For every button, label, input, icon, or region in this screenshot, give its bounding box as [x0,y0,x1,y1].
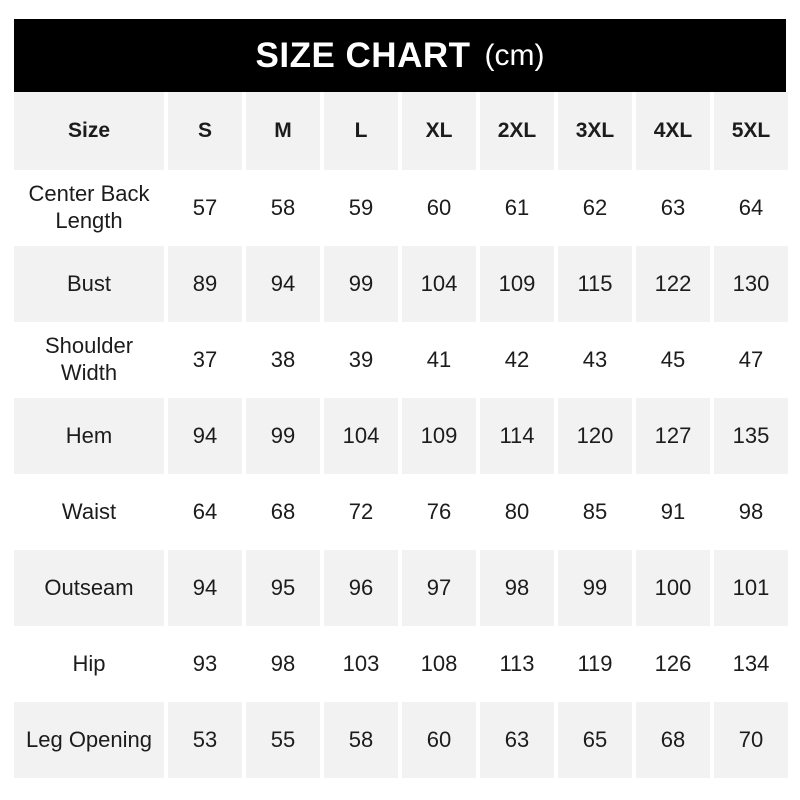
cell-value: 134 [714,626,788,702]
table-row: Bust 89 94 99 104 109 115 122 130 [14,246,788,322]
cell-value: 37 [168,322,242,398]
cell-value: 95 [246,550,320,626]
cell-value: 113 [480,626,554,702]
cell-value: 115 [558,246,632,322]
cell-value: 89 [168,246,242,322]
cell-value: 58 [324,702,398,778]
header-cell-m: M [246,92,320,170]
size-chart-title: SIZE CHART [255,36,471,75]
cell-value: 63 [480,702,554,778]
table-header-row: Size S M L XL 2XL 3XL 4XL 5XL [14,92,788,170]
cell-value: 47 [714,322,788,398]
cell-value: 85 [558,474,632,550]
cell-value: 101 [714,550,788,626]
table-row: Outseam 94 95 96 97 98 99 100 101 [14,550,788,626]
size-chart-unit-label: (cm) [484,38,545,72]
cell-value: 58 [246,170,320,246]
cell-value: 135 [714,398,788,474]
cell-value: 62 [558,170,632,246]
table-row: Leg Opening 53 55 58 60 63 65 68 70 [14,702,788,778]
cell-value: 119 [558,626,632,702]
cell-value: 94 [168,550,242,626]
cell-value: 91 [636,474,710,550]
row-label: Outseam [14,550,164,626]
cell-value: 104 [402,246,476,322]
cell-value: 114 [480,398,554,474]
header-cell-s: S [168,92,242,170]
cell-value: 98 [246,626,320,702]
size-chart-table: Size S M L XL 2XL 3XL 4XL 5XL Center Bac… [10,92,792,778]
cell-value: 109 [480,246,554,322]
cell-value: 60 [402,170,476,246]
header-cell-3xl: 3XL [558,92,632,170]
cell-value: 57 [168,170,242,246]
cell-value: 120 [558,398,632,474]
cell-value: 39 [324,322,398,398]
cell-value: 98 [714,474,788,550]
cell-value: 93 [168,626,242,702]
cell-value: 41 [402,322,476,398]
size-chart-container: SIZE CHART (cm) Size S M L XL 2XL 3XL 4X… [14,19,788,778]
header-cell-size: Size [14,92,164,170]
table-row: Hem 94 99 104 109 114 120 127 135 [14,398,788,474]
cell-value: 42 [480,322,554,398]
cell-value: 59 [324,170,398,246]
cell-value: 61 [480,170,554,246]
cell-value: 64 [168,474,242,550]
cell-value: 80 [480,474,554,550]
cell-value: 98 [480,550,554,626]
size-chart-title-bar: SIZE CHART (cm) [14,19,786,92]
row-label: Waist [14,474,164,550]
cell-value: 122 [636,246,710,322]
cell-value: 99 [246,398,320,474]
cell-value: 68 [246,474,320,550]
cell-value: 104 [324,398,398,474]
cell-value: 65 [558,702,632,778]
cell-value: 100 [636,550,710,626]
cell-value: 126 [636,626,710,702]
cell-value: 76 [402,474,476,550]
cell-value: 38 [246,322,320,398]
cell-value: 68 [636,702,710,778]
cell-value: 99 [324,246,398,322]
cell-value: 103 [324,626,398,702]
cell-value: 97 [402,550,476,626]
row-label: Center Back Length [14,170,164,246]
row-label: Shoulder Width [14,322,164,398]
cell-value: 108 [402,626,476,702]
header-cell-2xl: 2XL [480,92,554,170]
row-label: Bust [14,246,164,322]
cell-value: 109 [402,398,476,474]
row-label: Leg Opening [14,702,164,778]
cell-value: 60 [402,702,476,778]
table-row: Hip 93 98 103 108 113 119 126 134 [14,626,788,702]
header-cell-4xl: 4XL [636,92,710,170]
table-row: Center Back Length 57 58 59 60 61 62 63 … [14,170,788,246]
row-label: Hem [14,398,164,474]
cell-value: 70 [714,702,788,778]
header-cell-5xl: 5XL [714,92,788,170]
cell-value: 64 [714,170,788,246]
cell-value: 63 [636,170,710,246]
table-row: Shoulder Width 37 38 39 41 42 43 45 47 [14,322,788,398]
cell-value: 53 [168,702,242,778]
cell-value: 45 [636,322,710,398]
cell-value: 96 [324,550,398,626]
cell-value: 127 [636,398,710,474]
cell-value: 55 [246,702,320,778]
cell-value: 72 [324,474,398,550]
header-cell-l: L [324,92,398,170]
cell-value: 130 [714,246,788,322]
cell-value: 43 [558,322,632,398]
cell-value: 94 [246,246,320,322]
cell-value: 94 [168,398,242,474]
header-cell-xl: XL [402,92,476,170]
table-row: Waist 64 68 72 76 80 85 91 98 [14,474,788,550]
cell-value: 99 [558,550,632,626]
row-label: Hip [14,626,164,702]
